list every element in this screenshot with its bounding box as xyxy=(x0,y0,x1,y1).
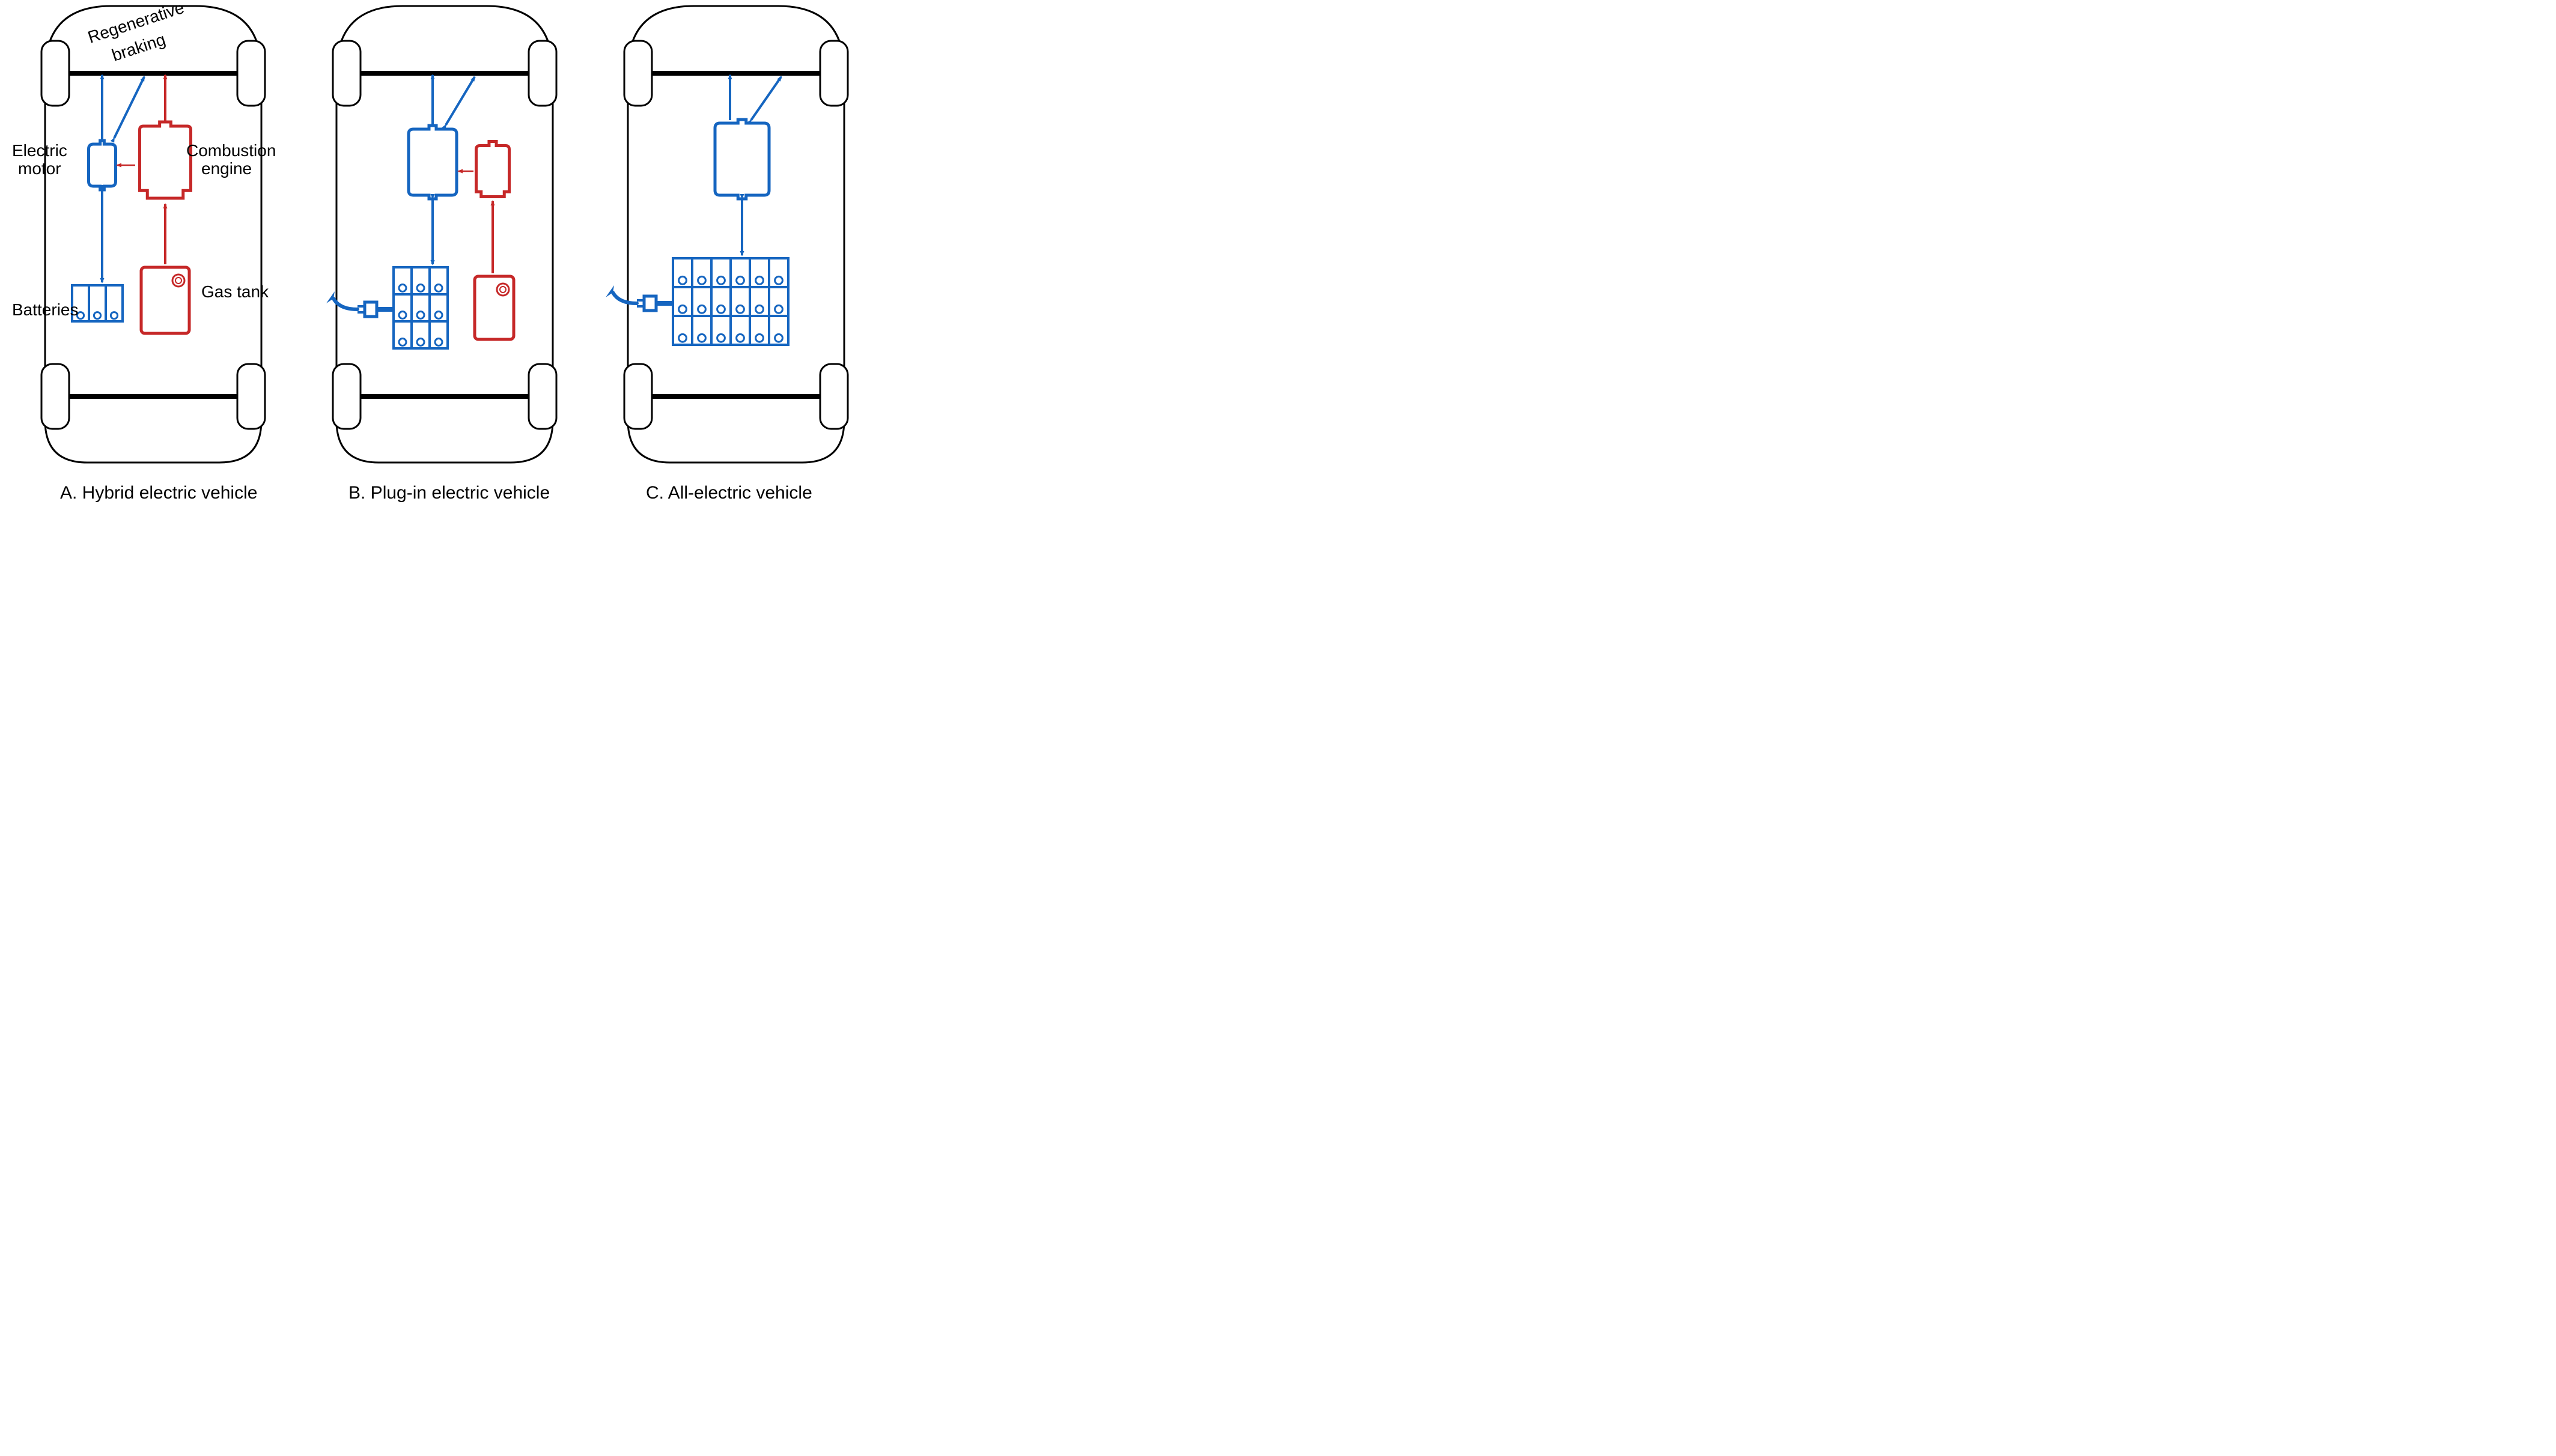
charging-plug xyxy=(606,285,673,311)
regen-arrow xyxy=(446,77,475,125)
battery-pack xyxy=(72,285,123,321)
electric-motor xyxy=(89,141,116,190)
battery-pack xyxy=(673,258,788,345)
wheel xyxy=(820,364,848,429)
wheel xyxy=(820,41,848,106)
component-label: Batteries xyxy=(12,300,79,319)
combustion-engine xyxy=(140,122,191,198)
panel-caption: B. Plug-in electric vehicle xyxy=(348,483,550,503)
wheel xyxy=(333,41,361,106)
component-label: Electric xyxy=(12,141,67,160)
component-label: engine xyxy=(201,159,252,178)
gas-tank xyxy=(141,267,189,333)
wheel xyxy=(529,364,556,429)
wheel xyxy=(237,41,265,106)
component-label: motor xyxy=(18,159,61,178)
fuel-cap xyxy=(497,284,509,296)
wheel xyxy=(41,364,69,429)
wheel xyxy=(624,41,652,106)
component-label: Combustion xyxy=(186,141,276,160)
electric-motor xyxy=(715,120,769,199)
panel-caption: C. All-electric vehicle xyxy=(646,483,812,503)
wheel xyxy=(333,364,361,429)
panel-caption: A. Hybrid electric vehicle xyxy=(60,483,257,503)
wheel xyxy=(237,364,265,429)
combustion-engine xyxy=(476,142,510,197)
wheel xyxy=(624,364,652,429)
fuel-cap xyxy=(172,275,184,287)
electric-motor xyxy=(409,126,457,199)
regen-arrow xyxy=(751,77,781,120)
battery-pack xyxy=(394,267,448,348)
wheel xyxy=(41,41,69,106)
wheel xyxy=(529,41,556,106)
component-label: Gas tank xyxy=(201,282,269,301)
